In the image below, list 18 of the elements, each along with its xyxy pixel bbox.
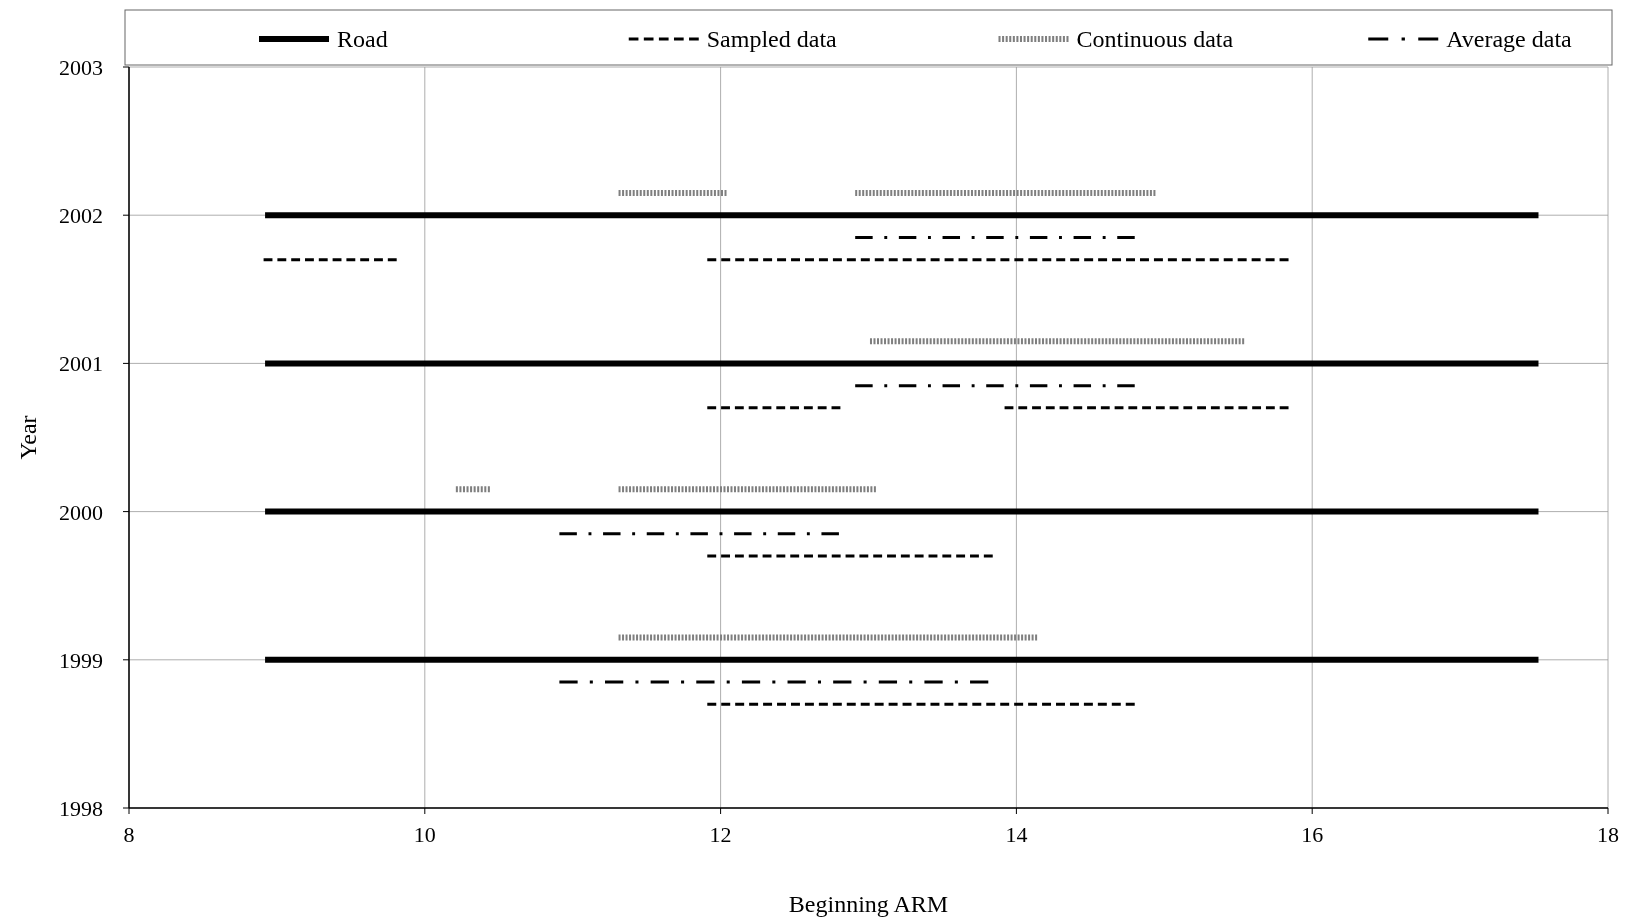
- y-tick-label: 2000: [59, 499, 103, 525]
- y-tick-label: 2003: [59, 55, 103, 80]
- y-tick-label: 2001: [59, 351, 103, 377]
- x-tick-label: 8: [123, 822, 135, 847]
- legend-label: Continuous data: [1076, 26, 1234, 52]
- x-tick-label: 18: [1597, 822, 1619, 847]
- x-axis-title: Beginning ARM: [788, 891, 949, 917]
- x-tick-label: 10: [413, 822, 436, 847]
- legend-label: Road: [337, 26, 388, 52]
- y-tick-label: 1998: [59, 796, 103, 821]
- y-axis-title: Year: [15, 415, 41, 460]
- x-tick-label: 16: [1301, 822, 1324, 847]
- y-tick-label: 2002: [59, 203, 103, 229]
- legend-label: Sampled data: [706, 26, 838, 52]
- legend-label: Average data: [1446, 26, 1573, 52]
- y-tick-label: 1999: [59, 647, 103, 673]
- x-tick-label: 12: [709, 822, 732, 847]
- x-tick-label: 14: [1005, 822, 1028, 847]
